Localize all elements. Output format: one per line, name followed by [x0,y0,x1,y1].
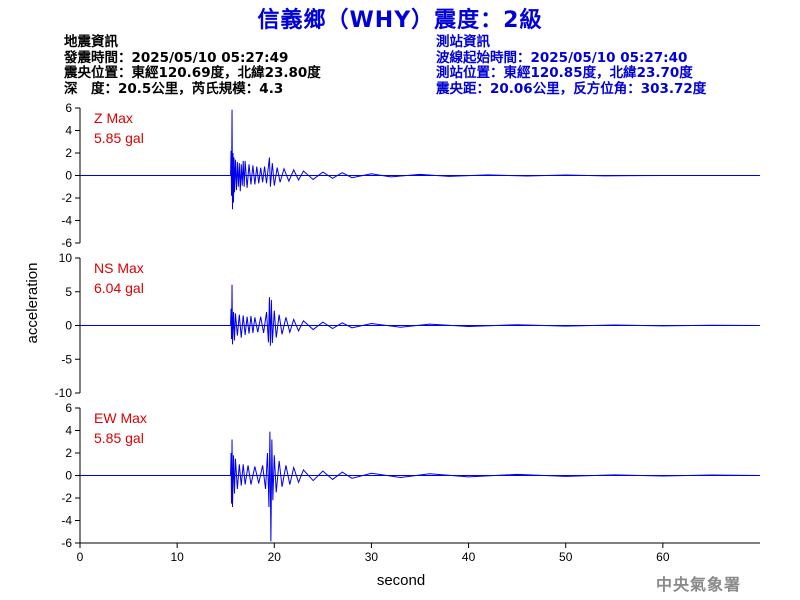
station-location: 測站位置：東經120.85度，北緯23.70度 [436,65,693,81]
y-tick-label: 0 [65,319,72,333]
station-info-block: 測站資訊 波線起始時間：2025/05/10 05:27:40 測站位置：東經120… [436,34,707,97]
y-tick-label: 2 [65,446,72,460]
x-axis-title: second [377,572,425,589]
station-distance-azimuth: 震央距：20.06公里，反方位角：303.72度 [436,80,707,97]
chart-title: 信義鄉（WHY）震度：2級 [257,8,543,33]
max-value: 6.04 gal [94,280,144,296]
x-tick-label: 50 [559,550,573,564]
y-tick-label: -4 [61,514,72,528]
y-tick-label: 2 [65,146,72,160]
x-tick-label: 40 [462,550,476,564]
y-tick-label: -6 [61,536,72,550]
y-tick-label: 6 [65,401,72,415]
x-tick-label: 10 [170,550,184,564]
max-label: NS Max [94,260,144,276]
station-info-heading: 測站資訊 [436,34,490,50]
max-label: Z Max [94,110,133,126]
max-value: 5.85 gal [94,130,144,146]
event-depth-magnitude: 深 度：20.5公里，芮氏規模：4.3 [64,80,284,97]
x-tick-label: 20 [268,550,282,564]
agency-watermark: 中央氣象署 [656,575,742,594]
max-value: 5.85 gal [94,430,144,446]
waveform-trace [80,284,761,346]
y-tick-label: -5 [61,352,72,366]
y-tick-label: -10 [55,386,73,400]
waveform-trace [80,109,760,210]
y-tick-label: -4 [61,214,72,228]
y-tick-label: 10 [59,251,73,265]
y-tick-label: 0 [65,469,72,483]
y-tick-label: -2 [61,191,72,205]
panel-ew: 6 4 2 0 -2 -4 -6 EW Max 5.85 gal [61,401,761,550]
max-label: EW Max [94,410,147,426]
x-tick-label: 30 [365,550,379,564]
y-tick-label: 6 [65,101,72,115]
event-info-block: 地震資訊 發震時間：2025/05/10 05:27:49 震央位置：東經120.6… [64,34,321,97]
waveform-trace [80,431,761,542]
x-tick-label: 0 [77,550,84,564]
y-tick-label: 5 [65,285,72,299]
y-tick-label: -2 [61,491,72,505]
station-wave-start: 波線起始時間：2025/05/10 05:27:40 [436,49,688,66]
panel-ns: 10 5 0 -5 -10 NS Max 6.04 gal [55,251,761,400]
event-epicenter: 震央位置：東經120.69度，北緯23.80度 [64,65,321,81]
y-axis-title: acceleration [24,263,41,344]
y-tick-label: 0 [65,169,72,183]
panel-z: 6 4 2 0 -2 -4 -6 Z Max 5.85 gal [61,101,760,250]
y-tick-label: -6 [61,236,72,250]
y-tick-label: 4 [65,424,72,438]
event-origin-time: 發震時間：2025/05/10 05:27:49 [64,49,289,66]
x-tick-label: 60 [656,550,670,564]
event-info-heading: 地震資訊 [64,34,118,50]
y-tick-label: 4 [65,124,72,138]
